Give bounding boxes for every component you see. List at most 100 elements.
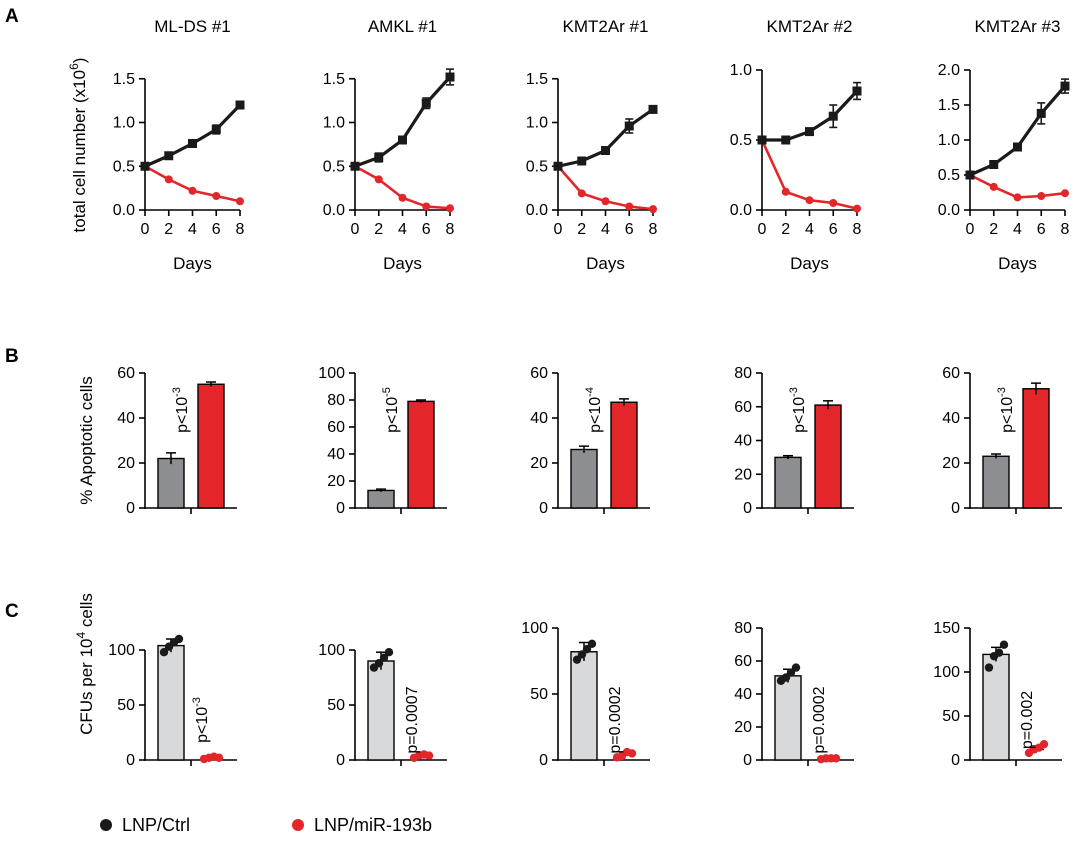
y-tick-label: 0 — [743, 752, 752, 769]
data-point-mir — [601, 197, 610, 206]
data-point-ctrl — [159, 648, 169, 657]
bar-mir — [197, 383, 225, 509]
chart-title: KMT2Ar #3 — [975, 17, 1061, 36]
data-point-ctrl — [582, 644, 592, 654]
y-tick-label: 40 — [942, 410, 960, 427]
y-tick-label: 60 — [327, 419, 345, 436]
data-point-mir — [1039, 739, 1049, 749]
y-tick-label: 1.0 — [113, 115, 135, 132]
y-tick-label: 80 — [734, 365, 752, 382]
data-point-ctrl — [398, 135, 407, 145]
data-point-mir — [649, 205, 657, 214]
bar-ctrl — [157, 644, 185, 761]
y-tick-label: 1.0 — [323, 115, 345, 132]
y-tick-label: 1.5 — [113, 71, 135, 88]
x-tick-label: 0 — [966, 221, 975, 238]
x-tick-label: 2 — [989, 221, 998, 238]
data-point-ctrl — [965, 170, 975, 180]
legend-marker-mir — [292, 819, 304, 831]
bar-ctrl — [982, 653, 1010, 761]
data-point-mir — [398, 193, 407, 202]
p-value-label: p<10-5 — [381, 387, 401, 433]
data-point-ctrl — [805, 127, 814, 137]
y-tick-label: 1.5 — [526, 71, 548, 88]
p-value-label: p=0.0002 — [607, 686, 624, 753]
data-point-mir — [577, 189, 586, 198]
y-tick-label: 1.5 — [938, 97, 960, 114]
data-point-ctrl — [999, 640, 1009, 649]
y-tick-label: 100 — [108, 642, 135, 659]
x-tick-label: 2 — [781, 221, 790, 238]
y-tick-label: 2.0 — [938, 62, 960, 79]
chart-title: AMKL #1 — [368, 17, 437, 36]
y-tick-label: 60 — [117, 365, 135, 382]
p-value-label: p=0.0002 — [811, 686, 828, 753]
y-tick-label: 0.5 — [730, 132, 752, 149]
y-tick-label: 80 — [734, 620, 752, 637]
data-point-ctrl — [828, 111, 838, 121]
p-value-label: p=0.002 — [1019, 691, 1036, 749]
bar-ctrl — [570, 651, 598, 761]
y-tick-label: 20 — [327, 473, 345, 490]
y-tick-label: 20 — [942, 455, 960, 472]
data-point-ctrl — [140, 161, 150, 171]
bar-mir — [407, 400, 435, 509]
data-point-ctrl — [577, 650, 587, 659]
y-tick-label: 20 — [734, 719, 752, 736]
bar-ctrl — [367, 489, 395, 509]
data-point-mir — [627, 749, 637, 758]
data-point-ctrl — [374, 153, 384, 162]
data-point-mir — [805, 196, 814, 205]
p-value-label: p<10-3 — [788, 387, 808, 433]
data-point-mir — [853, 204, 861, 213]
series-line-mir — [144, 165, 241, 203]
y-tick-label: 100 — [521, 620, 548, 637]
data-point-ctrl — [781, 135, 791, 145]
bar-chart-7: 0 20 40 60 p<10-4 — [530, 365, 650, 517]
y-tick-label: 0 — [539, 500, 548, 517]
data-point-ctrl — [984, 663, 994, 672]
y-tick-label: 40 — [734, 686, 752, 703]
panel-letter-a: A — [5, 6, 19, 27]
bar-chart-11: 0 50 100 p=0.0007 — [318, 642, 447, 769]
y-tick-label: 40 — [734, 433, 752, 450]
x-tick-label: 8 — [1061, 221, 1070, 238]
chart-title: ML-DS #1 — [154, 17, 231, 36]
data-point-ctrl — [235, 100, 245, 110]
y-tick-label: 60 — [734, 653, 752, 670]
p-value-label: p<10-3 — [171, 387, 191, 433]
y-tick-label: 100 — [933, 664, 960, 681]
data-point-mir — [831, 754, 841, 763]
x-tick-label: 0 — [554, 221, 563, 238]
data-point-ctrl — [601, 146, 610, 155]
data-point-ctrl — [174, 634, 184, 644]
data-point-mir — [236, 197, 244, 206]
data-point-mir — [989, 182, 998, 191]
data-point-ctrl — [211, 125, 221, 134]
legend-marker-ctrl — [100, 819, 112, 831]
y-tick-label: 40 — [117, 410, 135, 427]
data-point-ctrl — [374, 659, 384, 668]
data-point-ctrl — [421, 98, 431, 108]
y-tick-label: 0.5 — [526, 158, 548, 175]
y-tick-label: 1.5 — [323, 71, 345, 88]
x-tick-label: 6 — [212, 221, 221, 238]
data-point-mir — [212, 192, 221, 200]
y-tick-label: 80 — [327, 392, 345, 409]
p-value-label: p<10-4 — [584, 387, 604, 433]
y-tick-label: 50 — [530, 686, 548, 703]
data-point-ctrl — [350, 161, 360, 171]
data-point-mir — [422, 202, 431, 211]
y-tick-label: 1.0 — [730, 62, 752, 79]
data-point-mir — [1037, 192, 1046, 200]
bar-ctrl — [774, 456, 802, 509]
data-point-ctrl — [445, 72, 455, 82]
bar-chart-8: 0 20 40 60 80 p<10-3 — [734, 365, 854, 517]
bar-chart-5: 0 20 40 60 p<10-3 % Apoptotic cells — [77, 365, 237, 517]
bar-chart-6: 0 20 40 60 80 100 p<10-5 — [318, 365, 447, 517]
x-tick-label: 2 — [374, 221, 383, 238]
x-tick-label: 8 — [853, 221, 862, 238]
legend: LNP/Ctrl LNP/miR-193b — [100, 815, 432, 835]
bar-ctrl — [982, 455, 1010, 509]
